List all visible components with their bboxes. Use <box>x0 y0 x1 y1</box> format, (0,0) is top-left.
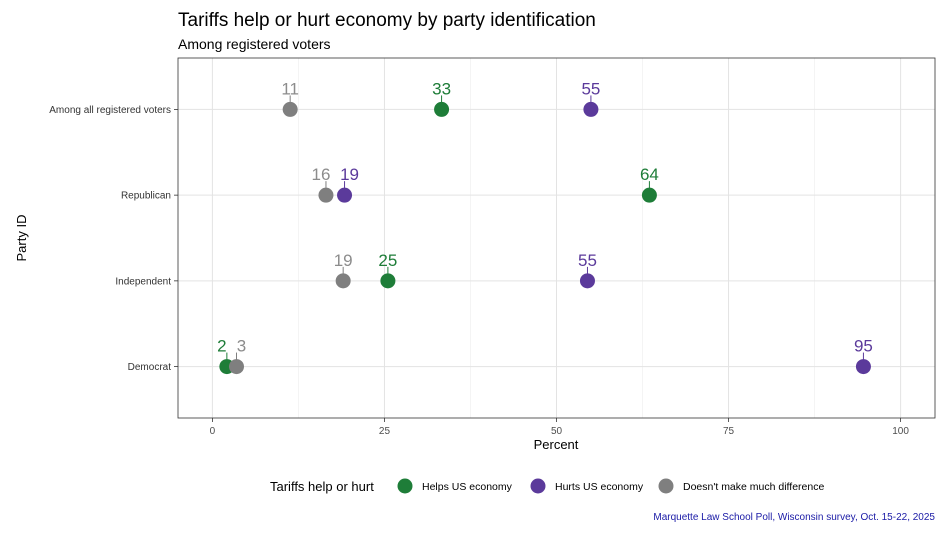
data-point <box>380 273 396 289</box>
data-labels: 11 33 55 16 19 64 19 25 55 2 3 95 <box>217 79 873 355</box>
y-tick-label: Independent <box>115 276 171 287</box>
data-point <box>583 101 599 117</box>
data-label: 33 <box>432 79 451 98</box>
data-point <box>855 359 871 375</box>
data-points <box>219 101 871 375</box>
legend-label: Hurts US economy <box>555 481 644 493</box>
x-tick-label: 0 <box>210 426 216 437</box>
data-label: 55 <box>578 251 597 270</box>
data-label: 95 <box>854 337 873 356</box>
data-label: 25 <box>378 251 397 270</box>
x-axis-title: Percent <box>534 437 579 452</box>
x-tick-label: 75 <box>723 426 735 437</box>
data-label: 16 <box>311 165 330 184</box>
chart-caption: Marquette Law School Poll, Wisconsin sur… <box>653 512 935 523</box>
gridlines <box>178 58 935 418</box>
data-point <box>337 187 353 203</box>
x-axis: 0 25 50 75 100 <box>210 418 909 437</box>
y-tick-label: Republican <box>121 191 171 202</box>
data-label: 64 <box>640 165 659 184</box>
legend-key <box>397 478 413 494</box>
y-axis: Among all registered voters Republican Ind… <box>49 105 178 373</box>
legend-label: Helps US economy <box>422 481 513 493</box>
chart-title: Tariffs help or hurt economy by party id… <box>178 10 596 31</box>
x-tick-label: 100 <box>892 426 909 437</box>
label-stems <box>226 95 864 361</box>
legend: Tariffs help or hurt Helps US economy Hur… <box>270 478 824 494</box>
x-tick-label: 50 <box>551 426 563 437</box>
legend-key <box>658 478 674 494</box>
data-point <box>641 187 657 203</box>
y-tick-label: Among all registered voters <box>49 105 171 116</box>
legend-key <box>530 478 546 494</box>
data-point <box>335 273 351 289</box>
data-label: 3 <box>237 337 246 356</box>
y-tick-label: Democrat <box>128 362 172 373</box>
data-label: 11 <box>281 79 299 98</box>
x-tick-label: 25 <box>379 426 391 437</box>
y-axis-title: Party ID <box>14 215 29 262</box>
data-point <box>228 359 244 375</box>
data-label: 19 <box>340 165 359 184</box>
legend-label: Doesn't make much difference <box>683 481 824 493</box>
data-point <box>434 101 450 117</box>
data-label: 55 <box>581 79 600 98</box>
data-point <box>579 273 595 289</box>
data-point <box>282 101 298 117</box>
chart-subtitle: Among registered voters <box>178 36 331 52</box>
legend-title: Tariffs help or hurt <box>270 479 374 494</box>
data-label: 19 <box>334 251 353 270</box>
data-label: 2 <box>217 337 226 356</box>
data-point <box>318 187 334 203</box>
